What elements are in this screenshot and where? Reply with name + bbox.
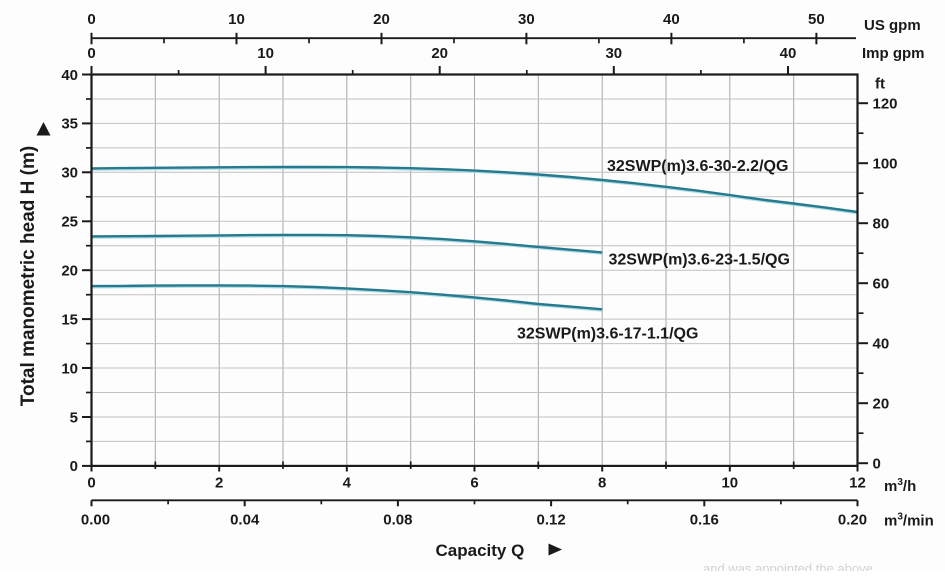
svg-text:US gpm: US gpm (864, 17, 921, 34)
svg-text:40: 40 (61, 67, 78, 84)
svg-text:0: 0 (87, 45, 95, 62)
svg-text:40: 40 (873, 336, 890, 353)
svg-text:30: 30 (518, 11, 535, 28)
svg-text:8: 8 (598, 475, 606, 492)
svg-text:100: 100 (873, 156, 898, 173)
svg-text:30: 30 (61, 165, 78, 182)
svg-text:35: 35 (61, 116, 78, 133)
svg-text:5: 5 (70, 409, 78, 426)
svg-text:80: 80 (873, 216, 890, 233)
svg-text:10: 10 (721, 475, 738, 492)
svg-text:0: 0 (70, 458, 78, 475)
svg-text:60: 60 (873, 276, 890, 293)
svg-text:10: 10 (257, 45, 274, 62)
svg-text:32SWP(m)3.6-17-1.1/QG: 32SWP(m)3.6-17-1.1/QG (517, 326, 698, 343)
svg-text:2: 2 (215, 475, 223, 492)
svg-text:and was appointed the above: and was appointed the above (703, 561, 873, 571)
svg-text:0.20: 0.20 (838, 512, 867, 529)
svg-text:Total manometric head H (m): Total manometric head H (m) (18, 146, 39, 406)
svg-text:0.08: 0.08 (383, 512, 412, 529)
svg-text:30: 30 (605, 45, 622, 62)
svg-text:ft: ft (875, 76, 885, 93)
svg-text:4: 4 (343, 475, 352, 492)
svg-text:25: 25 (61, 214, 78, 231)
svg-text:6: 6 (470, 475, 478, 492)
svg-text:m3/min: m3/min (884, 512, 934, 530)
svg-text:10: 10 (228, 11, 245, 28)
svg-text:0.04: 0.04 (230, 512, 260, 529)
svg-text:40: 40 (663, 11, 680, 28)
svg-text:Capacity Q: Capacity Q (436, 541, 525, 560)
svg-text:10: 10 (61, 360, 78, 377)
svg-text:32SWP(m)3.6-30-2.2/QG: 32SWP(m)3.6-30-2.2/QG (607, 158, 788, 175)
svg-text:0: 0 (87, 475, 95, 492)
svg-text:20: 20 (373, 11, 390, 28)
svg-text:20: 20 (873, 396, 890, 413)
svg-text:0: 0 (87, 11, 95, 28)
svg-text:m3/h: m3/h (884, 477, 916, 495)
svg-text:50: 50 (808, 11, 825, 28)
svg-text:120: 120 (873, 96, 898, 113)
svg-text:0.12: 0.12 (536, 512, 565, 529)
svg-text:0.00: 0.00 (81, 512, 110, 529)
svg-text:12: 12 (849, 475, 866, 492)
svg-text:0.16: 0.16 (690, 512, 719, 529)
svg-text:20: 20 (61, 263, 78, 280)
svg-text:15: 15 (61, 311, 78, 328)
svg-text:Imp gpm: Imp gpm (862, 45, 925, 62)
svg-text:20: 20 (431, 45, 448, 62)
svg-text:40: 40 (780, 45, 797, 62)
svg-text:0: 0 (873, 456, 881, 473)
svg-text:32SWP(m)3.6-23-1.5/QG: 32SWP(m)3.6-23-1.5/QG (609, 252, 790, 269)
